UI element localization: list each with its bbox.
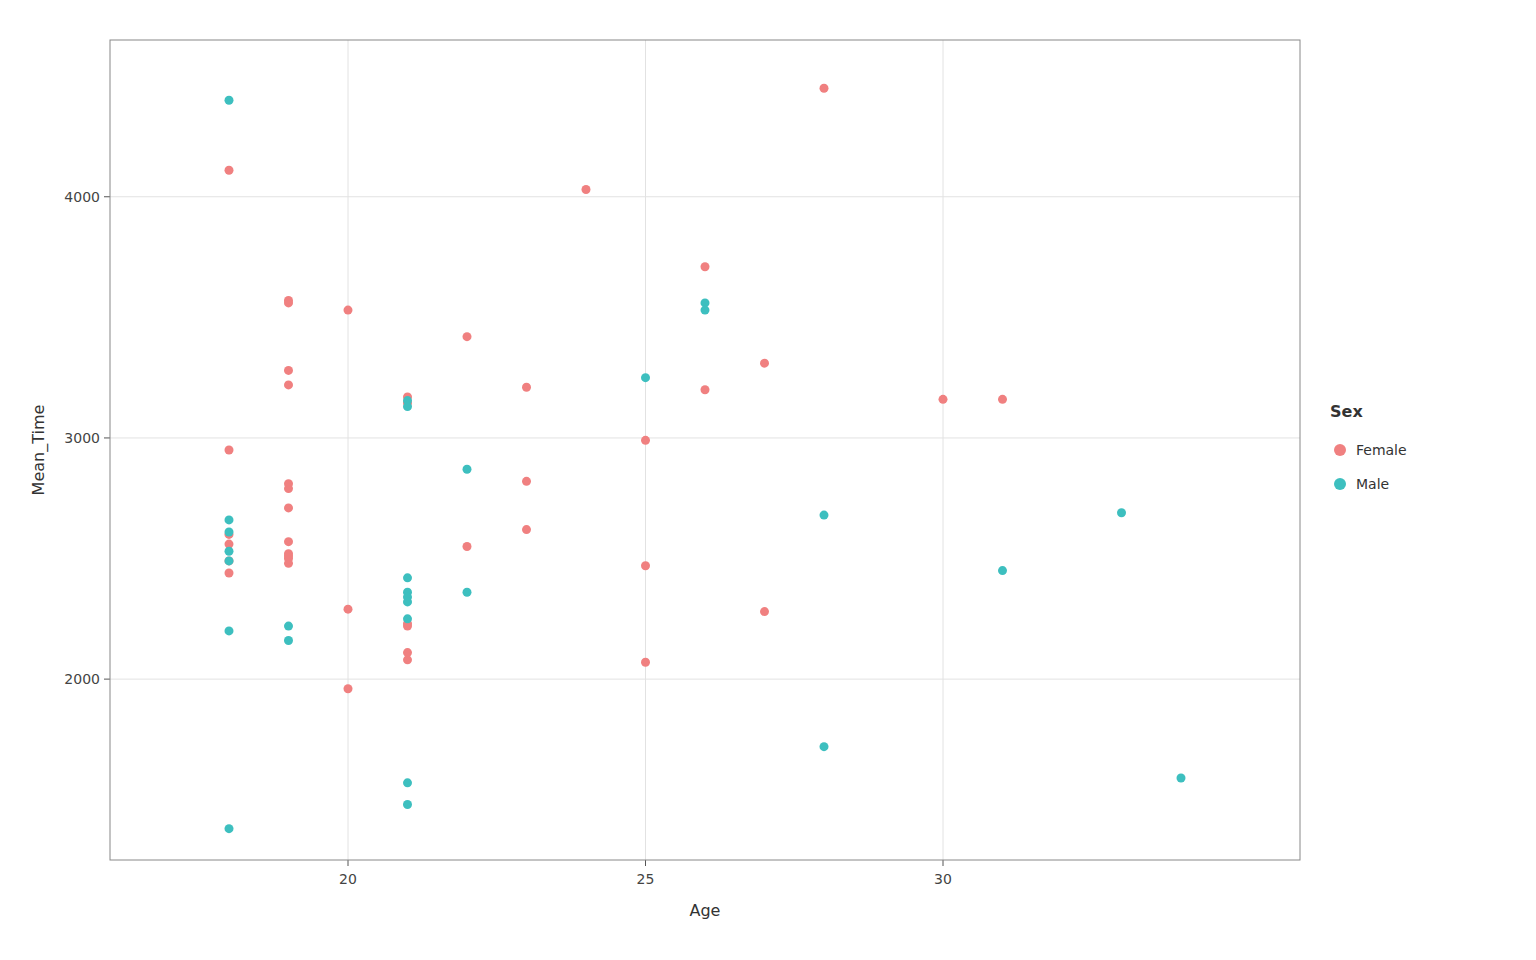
x-tick-label: 30 xyxy=(934,871,952,887)
point xyxy=(403,614,412,623)
point xyxy=(225,569,234,578)
series-0 xyxy=(225,84,1008,694)
point xyxy=(820,84,829,93)
y-axis-label: Mean_Time xyxy=(29,405,49,496)
point xyxy=(522,525,531,534)
plot-background xyxy=(110,40,1300,860)
grid-line-y xyxy=(110,196,1300,197)
x-tick xyxy=(645,860,646,866)
plot-frame xyxy=(110,40,1300,860)
point xyxy=(225,547,234,556)
legend-swatch xyxy=(1334,444,1346,456)
point xyxy=(225,515,234,524)
legend-label: Female xyxy=(1356,442,1407,458)
point xyxy=(344,684,353,693)
y-tick xyxy=(104,196,110,197)
point xyxy=(403,573,412,582)
point xyxy=(463,542,472,551)
point xyxy=(284,484,293,493)
series-1 xyxy=(225,96,1186,833)
grid-line-x xyxy=(645,40,646,860)
point xyxy=(284,380,293,389)
chart: 20 25 30 2000 3000 4000 Age Mean_Time Sex Female M… xyxy=(0,0,1536,960)
y-tick-label: 4000 xyxy=(64,189,100,205)
grid-line-y xyxy=(110,679,1300,680)
axes: 20 25 30 2000 3000 4000 xyxy=(64,40,1300,887)
point xyxy=(344,605,353,614)
point xyxy=(998,395,1007,404)
point xyxy=(998,566,1007,575)
point xyxy=(403,800,412,809)
point xyxy=(463,588,472,597)
point xyxy=(225,528,234,537)
point xyxy=(403,655,412,664)
point xyxy=(225,626,234,635)
point xyxy=(284,366,293,375)
point xyxy=(225,556,234,565)
grid-line-x xyxy=(348,40,349,860)
legend-swatch xyxy=(1334,478,1346,490)
point xyxy=(701,262,710,271)
point xyxy=(760,607,769,616)
point xyxy=(701,306,710,315)
x-tick xyxy=(348,860,349,866)
point xyxy=(463,332,472,341)
point xyxy=(760,359,769,368)
point xyxy=(1117,508,1126,517)
point xyxy=(284,503,293,512)
point xyxy=(522,477,531,486)
point xyxy=(403,597,412,606)
point xyxy=(284,622,293,631)
y-tick-label: 3000 xyxy=(64,430,100,446)
point xyxy=(641,436,650,445)
x-tick xyxy=(943,860,944,866)
point xyxy=(403,402,412,411)
legend-title: Sex xyxy=(1330,402,1363,421)
point xyxy=(820,511,829,520)
point xyxy=(225,824,234,833)
point xyxy=(522,383,531,392)
point xyxy=(1177,774,1186,783)
grid-line-x xyxy=(943,40,944,860)
legend: Sex Female Male xyxy=(1330,402,1407,492)
point xyxy=(284,636,293,645)
point xyxy=(641,373,650,382)
x-tick-label: 25 xyxy=(637,871,655,887)
point xyxy=(344,306,353,315)
point xyxy=(641,658,650,667)
point xyxy=(225,446,234,455)
point xyxy=(284,298,293,307)
y-tick xyxy=(104,679,110,680)
point xyxy=(820,742,829,751)
point xyxy=(225,96,234,105)
x-tick-label: 20 xyxy=(339,871,357,887)
y-tick xyxy=(104,437,110,438)
points xyxy=(225,84,1186,833)
grid-line-y xyxy=(110,437,1300,438)
point xyxy=(939,395,948,404)
point xyxy=(641,561,650,570)
point xyxy=(225,556,234,565)
point xyxy=(463,465,472,474)
grid xyxy=(110,40,1300,860)
legend-label: Male xyxy=(1356,476,1389,492)
y-tick-label: 2000 xyxy=(64,671,100,687)
point xyxy=(701,385,710,394)
x-axis-label: Age xyxy=(690,901,721,920)
point xyxy=(284,537,293,546)
point xyxy=(403,778,412,787)
point xyxy=(582,185,591,194)
point xyxy=(225,166,234,175)
point xyxy=(284,559,293,568)
